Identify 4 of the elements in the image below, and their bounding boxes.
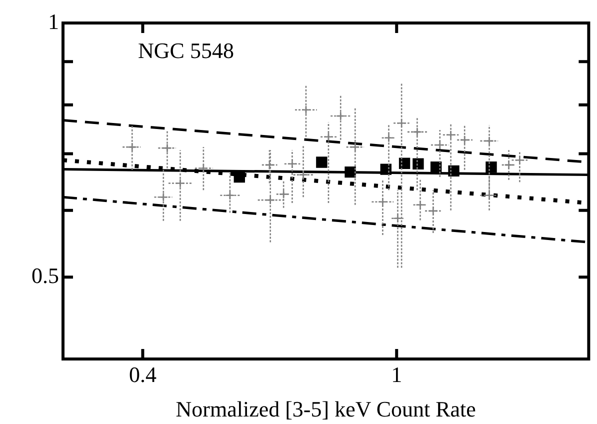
- y-tick-label: 0.5: [32, 262, 59, 288]
- annotation: NGC 5548: [138, 38, 234, 63]
- x-tick-label: 0.4: [128, 362, 156, 387]
- x-axis-title: Normalized [3-5] keV Count Rate: [176, 396, 476, 422]
